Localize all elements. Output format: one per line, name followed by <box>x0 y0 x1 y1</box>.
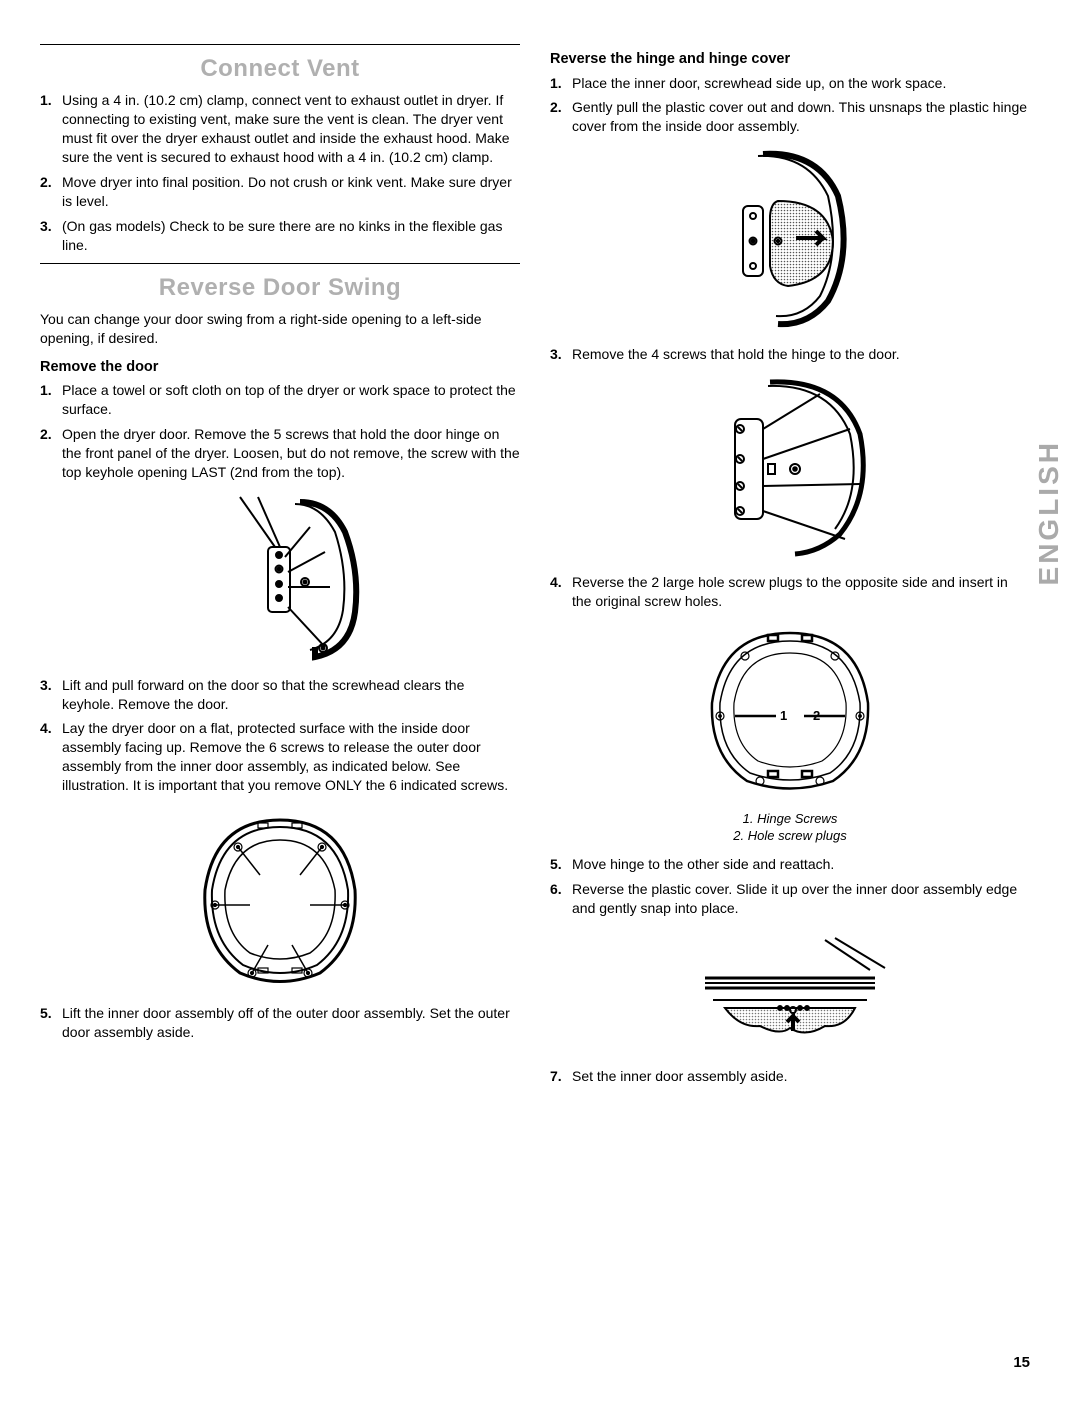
step-text: Reverse the plastic cover. Slide it up o… <box>572 880 1030 918</box>
remove-door-title: Remove the door <box>40 358 520 378</box>
step-text: Place the inner door, screwhead side up,… <box>572 74 1030 93</box>
remove-door-steps-c: 5.Lift the inner door assembly off of th… <box>40 1004 520 1042</box>
screw-plugs-illustration: 1 2 <box>550 621 1030 796</box>
step-text: Lift the inner door assembly off of the … <box>62 1004 520 1042</box>
plugs-caption: 1. Hinge Screws 2. Hole screw plugs <box>550 810 1030 845</box>
step-number: 3. <box>40 676 62 714</box>
step-text: Move dryer into final position. Do not c… <box>62 173 520 211</box>
step-text: Place a towel or soft cloth on top of th… <box>62 381 520 419</box>
reverse-hinge-steps-e: 7.Set the inner door assembly aside. <box>550 1067 1030 1086</box>
step-text: Lay the dryer door on a flat, protected … <box>62 719 520 795</box>
reverse-hinge-steps-c: 4.Reverse the 2 large hole screw plugs t… <box>550 573 1030 611</box>
language-tab: ENGLISH <box>1030 440 1068 585</box>
step-number: 1. <box>550 74 572 93</box>
reverse-hinge-steps-d: 5.Move hinge to the other side and reatt… <box>550 855 1030 918</box>
step-text: Gently pull the plastic cover out and do… <box>572 98 1030 136</box>
reverse-hinge-title: Reverse the hinge and hinge cover <box>550 50 1030 70</box>
step-text: (On gas models) Check to be sure there a… <box>62 217 520 255</box>
step-number: 2. <box>40 173 62 211</box>
reverse-hinge-steps-b: 3.Remove the 4 screws that hold the hing… <box>550 345 1030 364</box>
step-text: Open the dryer door. Remove the 5 screws… <box>62 425 520 482</box>
step-number: 4. <box>40 719 62 795</box>
step-number: 7. <box>550 1067 572 1086</box>
divider <box>40 44 520 45</box>
step-number: 4. <box>550 573 572 611</box>
step-number: 2. <box>550 98 572 136</box>
step-number: 5. <box>550 855 572 874</box>
step-number: 3. <box>40 217 62 255</box>
remove-door-steps-a: 1.Place a towel or soft cloth on top of … <box>40 381 520 481</box>
step-number: 1. <box>40 381 62 419</box>
left-column: Connect Vent 1.Using a 4 in. (10.2 cm) c… <box>40 40 520 1094</box>
four-screws-illustration <box>550 374 1030 559</box>
reverse-hinge-steps-a: 1.Place the inner door, screwhead side u… <box>550 74 1030 137</box>
hinge-closeup-illustration <box>40 492 520 662</box>
snap-edge-illustration <box>550 928 1030 1053</box>
remove-door-steps-b: 3.Lift and pull forward on the door so t… <box>40 676 520 795</box>
page-number: 15 <box>1013 1353 1030 1373</box>
step-number: 3. <box>550 345 572 364</box>
connect-vent-title: Connect Vent <box>40 53 520 85</box>
six-screws-illustration <box>40 805 520 990</box>
right-column: Reverse the hinge and hinge cover 1.Plac… <box>550 40 1030 1094</box>
connect-vent-steps: 1.Using a 4 in. (10.2 cm) clamp, connect… <box>40 91 520 254</box>
step-text: Using a 4 in. (10.2 cm) clamp, connect v… <box>62 91 520 167</box>
svg-text:1: 1 <box>780 708 787 723</box>
step-text: Remove the 4 screws that hold the hinge … <box>572 345 1030 364</box>
step-text: Move hinge to the other side and reattac… <box>572 855 1030 874</box>
step-text: Reverse the 2 large hole screw plugs to … <box>572 573 1030 611</box>
divider <box>40 263 520 264</box>
step-number: 2. <box>40 425 62 482</box>
reverse-door-swing-title: Reverse Door Swing <box>40 272 520 304</box>
svg-text:2: 2 <box>813 708 820 723</box>
step-text: Lift and pull forward on the door so tha… <box>62 676 520 714</box>
reverse-door-intro: You can change your door swing from a ri… <box>40 310 520 348</box>
step-text: Set the inner door assembly aside. <box>572 1067 1030 1086</box>
unsnap-cover-illustration <box>550 146 1030 331</box>
step-number: 1. <box>40 91 62 167</box>
step-number: 6. <box>550 880 572 918</box>
step-number: 5. <box>40 1004 62 1042</box>
